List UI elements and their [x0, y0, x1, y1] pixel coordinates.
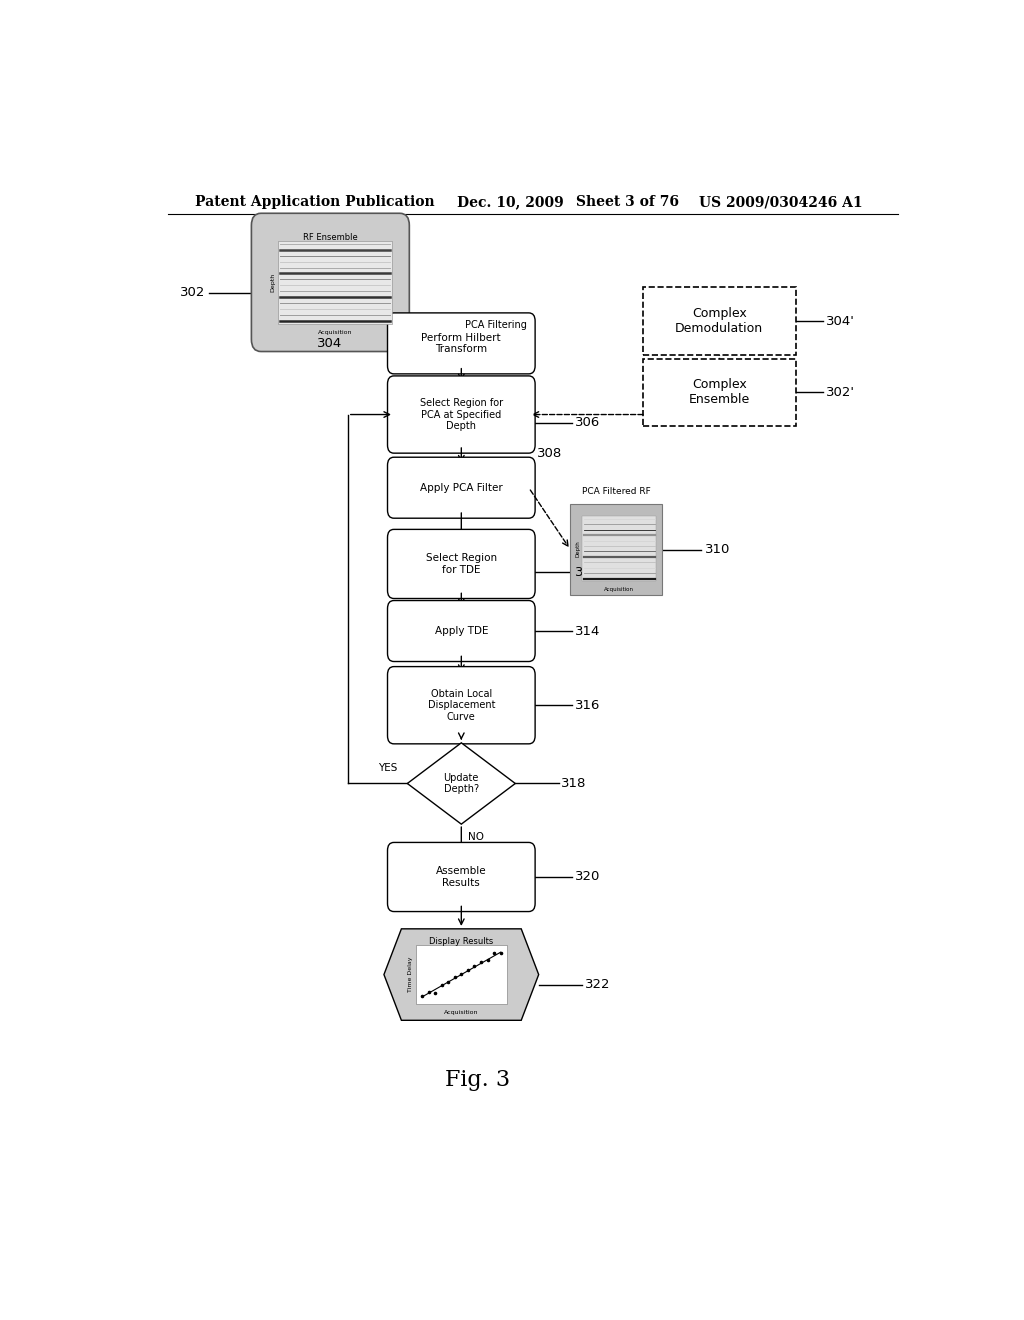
Text: Update
Depth?: Update Depth? [443, 772, 479, 795]
Point [427, 983, 443, 1005]
Text: 308: 308 [537, 447, 562, 461]
Text: 302: 302 [180, 286, 206, 300]
FancyBboxPatch shape [416, 945, 507, 1005]
FancyBboxPatch shape [387, 376, 536, 453]
Text: Sheet 3 of 76: Sheet 3 of 76 [577, 195, 679, 209]
Text: YES: YES [379, 763, 397, 774]
Text: Acquisition: Acquisition [317, 330, 352, 335]
Text: Complex
Demodulation: Complex Demodulation [675, 308, 763, 335]
FancyBboxPatch shape [387, 529, 536, 598]
Text: 302': 302' [826, 385, 855, 399]
Text: Select Region for
PCA at Specified
Depth: Select Region for PCA at Specified Depth [420, 397, 503, 432]
Polygon shape [408, 743, 515, 824]
Text: Apply PCA Filter: Apply PCA Filter [420, 483, 503, 492]
Text: 322: 322 [585, 978, 610, 991]
FancyBboxPatch shape [387, 842, 536, 912]
Text: Depth: Depth [575, 540, 580, 557]
Text: 310: 310 [706, 544, 731, 556]
FancyBboxPatch shape [643, 359, 796, 426]
Text: 316: 316 [574, 698, 600, 711]
Point [460, 960, 476, 981]
Point [446, 966, 463, 987]
Point [440, 972, 457, 993]
Text: 304: 304 [317, 337, 342, 350]
FancyBboxPatch shape [279, 240, 392, 325]
Point [453, 964, 469, 985]
Text: Acquisition: Acquisition [444, 1010, 478, 1015]
Point [466, 956, 482, 977]
Point [485, 942, 502, 964]
Text: Perform Hilbert
Transform: Perform Hilbert Transform [422, 333, 501, 354]
FancyBboxPatch shape [387, 601, 536, 661]
FancyBboxPatch shape [583, 516, 656, 581]
Text: 304': 304' [826, 314, 855, 327]
Text: Acquisition: Acquisition [604, 587, 634, 593]
Text: Display Results: Display Results [429, 936, 494, 945]
Text: Patent Application Publication: Patent Application Publication [196, 195, 435, 209]
Text: PCA Filtering: PCA Filtering [465, 319, 527, 330]
FancyBboxPatch shape [387, 457, 536, 519]
Text: Obtain Local
Displacement
Curve: Obtain Local Displacement Curve [428, 689, 495, 722]
Text: Time Delay: Time Delay [408, 957, 413, 993]
Polygon shape [384, 929, 539, 1020]
Point [473, 950, 489, 972]
FancyBboxPatch shape [387, 313, 536, 374]
Point [433, 975, 450, 997]
Text: RF Ensemble: RF Ensemble [303, 234, 357, 242]
Text: Select Region
for TDE: Select Region for TDE [426, 553, 497, 574]
Text: Depth: Depth [270, 273, 275, 292]
FancyBboxPatch shape [643, 288, 796, 355]
FancyBboxPatch shape [252, 214, 410, 351]
Text: NO: NO [468, 833, 483, 842]
Point [479, 949, 496, 970]
Point [414, 986, 430, 1007]
Text: 320: 320 [574, 870, 600, 883]
Text: Assemble
Results: Assemble Results [436, 866, 486, 888]
Text: PCA Filtered RF: PCA Filtered RF [582, 487, 650, 496]
Text: 314: 314 [574, 624, 600, 638]
FancyBboxPatch shape [570, 504, 662, 595]
Text: 318: 318 [561, 777, 587, 789]
Text: 306: 306 [574, 416, 600, 429]
Text: Apply TDE: Apply TDE [434, 626, 488, 636]
Text: US 2009/0304246 A1: US 2009/0304246 A1 [699, 195, 863, 209]
Text: Complex
Ensemble: Complex Ensemble [688, 378, 750, 407]
Text: Dec. 10, 2009: Dec. 10, 2009 [458, 195, 564, 209]
Point [421, 981, 437, 1002]
FancyBboxPatch shape [387, 667, 536, 744]
Text: Fig. 3: Fig. 3 [444, 1069, 510, 1092]
Point [493, 942, 509, 964]
Text: 312: 312 [574, 565, 600, 578]
